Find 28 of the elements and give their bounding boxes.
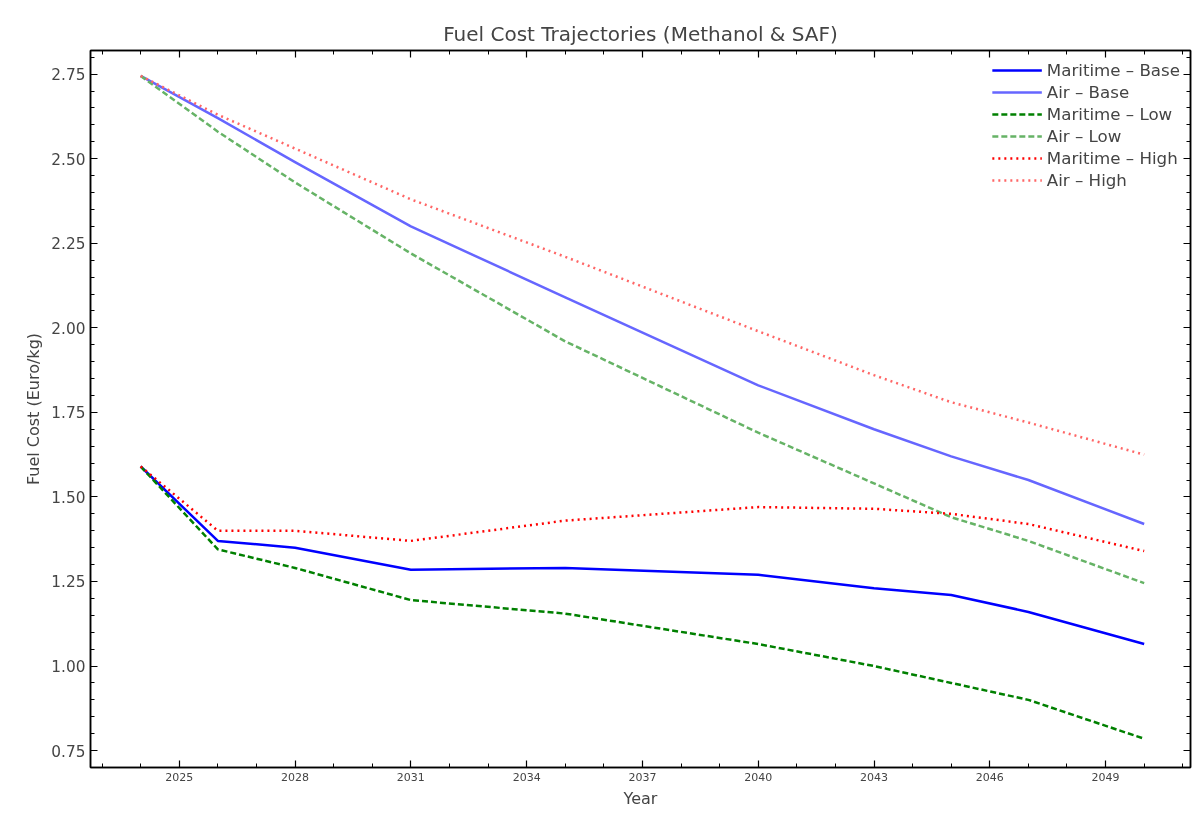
- y-tick-label: 0.75: [51, 742, 86, 761]
- y-tick-label: 1.75: [51, 404, 86, 423]
- x-tick-label: 2049: [1091, 770, 1120, 784]
- y-tick-label: 1.00: [51, 658, 86, 677]
- y-tick-label: 1.25: [51, 573, 86, 592]
- legend-label: Maritime – Base: [1046, 60, 1180, 80]
- legend-label: Air – High: [1046, 170, 1127, 190]
- y-axis-title: Fuel Cost (Euro/kg): [24, 332, 44, 486]
- y-tick-label: 2.50: [51, 150, 86, 169]
- x-tick-label: 2034: [512, 770, 541, 784]
- x-tick-label: 2031: [396, 770, 425, 784]
- y-tick-label: 2.25: [51, 235, 86, 254]
- x-tick-label: 2040: [744, 770, 773, 784]
- y-tick-label: 1.50: [51, 488, 86, 507]
- x-tick-label: 2037: [628, 770, 657, 784]
- y-tick-label: 2.00: [51, 319, 86, 338]
- line-series: [139, 465, 1146, 553]
- legend-label: Air – Base: [1046, 82, 1130, 102]
- x-tick-label: 2025: [165, 770, 194, 784]
- x-tick-label: 2028: [281, 770, 310, 784]
- x-tick-label: 2046: [975, 770, 1004, 784]
- chart-title: Fuel Cost Trajectories (Methanol & SAF): [443, 21, 838, 46]
- x-axis-title: Year: [622, 788, 658, 808]
- legend-label: Air – Low: [1046, 126, 1122, 146]
- legend-label: Maritime – Low: [1046, 104, 1173, 124]
- x-tick-label: 2043: [860, 770, 889, 784]
- y-tick-label: 2.75: [51, 66, 86, 85]
- legend-label: Maritime – High: [1046, 148, 1178, 168]
